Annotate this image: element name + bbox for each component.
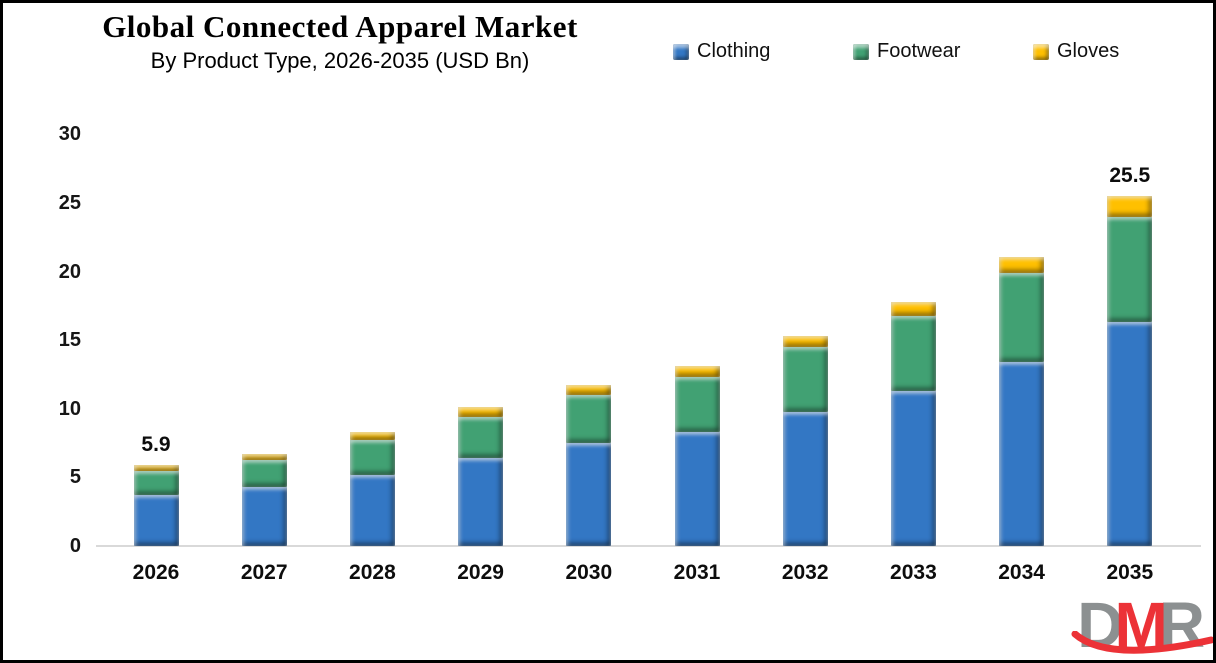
- bar-segment-footwear-2026: [133, 470, 179, 496]
- x-axis-category-label: 2028: [349, 561, 396, 584]
- chart-header: Global Connected Apparel Market By Produ…: [25, 9, 655, 75]
- x-axis-category-label: 2030: [565, 561, 613, 584]
- bar-segment-gloves-2028: [349, 432, 395, 441]
- bar-segment-clothing-2026: [133, 495, 179, 546]
- legend-item-clothing: Clothing: [673, 40, 770, 63]
- y-axis-tick-label: 30: [58, 123, 81, 146]
- clothing-swatch-icon: [673, 43, 689, 60]
- y-axis-tick-label: 15: [58, 329, 81, 352]
- bar-segment-footwear-2031: [674, 377, 720, 433]
- chart-title: Global Connected Apparel Market: [102, 9, 578, 44]
- x-axis-line: [96, 545, 1201, 547]
- bar-segment-footwear-2032: [782, 347, 828, 412]
- bar-segment-footwear-2035: [1107, 216, 1153, 323]
- x-axis-category-label: 2032: [781, 561, 829, 584]
- bar-segment-gloves-2034: [999, 256, 1045, 273]
- bar-segment-gloves-2030: [566, 385, 612, 396]
- bar-segment-footwear-2027: [241, 459, 287, 487]
- x-axis-category-label: 2029: [457, 561, 504, 584]
- bar-segment-footwear-2034: [999, 272, 1045, 363]
- dmr-logo: DMR: [1071, 593, 1213, 658]
- x-axis-category-label: 2027: [240, 561, 288, 584]
- bar-segment-clothing-2027: [241, 487, 287, 546]
- x-axis-category-label: 2034: [998, 561, 1045, 584]
- x-axis-category-label: 2026: [132, 561, 180, 584]
- bar-segment-gloves-2032: [782, 336, 828, 348]
- bar-segment-clothing-2031: [674, 432, 720, 546]
- bar-segment-footwear-2033: [890, 315, 936, 391]
- chart-subtitle: By Product Type, 2026-2035 (USD Bn): [150, 48, 530, 73]
- bar-segment-clothing-2035: [1107, 322, 1153, 546]
- legend-label-clothing: Clothing: [697, 40, 771, 62]
- bar-segment-gloves-2031: [674, 366, 720, 378]
- bar-segment-gloves-2026: [133, 465, 179, 471]
- bar-segment-footwear-2029: [458, 417, 504, 459]
- bar-total-label: 5.9: [141, 433, 171, 457]
- bar-segment-clothing-2028: [349, 474, 395, 546]
- bar-segment-gloves-2027: [241, 454, 287, 460]
- legend-label-gloves: Gloves: [1057, 40, 1120, 62]
- y-axis-tick-label: 0: [69, 535, 81, 557]
- y-axis-tick-label: 25: [58, 192, 81, 214]
- x-axis-category-label: 2035: [1106, 561, 1154, 584]
- bar-segment-footwear-2030: [566, 395, 612, 444]
- bar-segment-clothing-2029: [458, 458, 504, 546]
- legend-item-gloves: Gloves: [1033, 40, 1119, 63]
- logo-swoosh-icon: [1071, 631, 1213, 654]
- logo-letter-m: M: [1114, 589, 1167, 661]
- bar-segment-clothing-2033: [890, 390, 936, 546]
- bar-segment-gloves-2033: [890, 301, 936, 316]
- y-axis-tick-label: 5: [69, 466, 81, 489]
- bar-segment-clothing-2030: [566, 443, 612, 546]
- y-axis-tick-label: 10: [58, 397, 81, 420]
- footwear-swatch-icon: [853, 43, 869, 60]
- bar-segment-gloves-2035: [1107, 196, 1153, 217]
- x-axis-category-label: 2031: [673, 561, 721, 584]
- legend-label-footwear: Footwear: [877, 40, 961, 62]
- x-axis-category-label: 2033: [890, 561, 937, 584]
- bar-segment-gloves-2029: [458, 407, 504, 418]
- bar-total-label: 25.5: [1109, 164, 1151, 188]
- legend-item-footwear: Footwear: [853, 40, 960, 63]
- bar-segment-clothing-2034: [999, 362, 1045, 546]
- bar-segment-footwear-2028: [349, 440, 395, 475]
- gloves-swatch-icon: [1033, 43, 1049, 60]
- bar-segment-clothing-2032: [782, 411, 828, 546]
- y-axis-tick-label: 20: [58, 260, 81, 283]
